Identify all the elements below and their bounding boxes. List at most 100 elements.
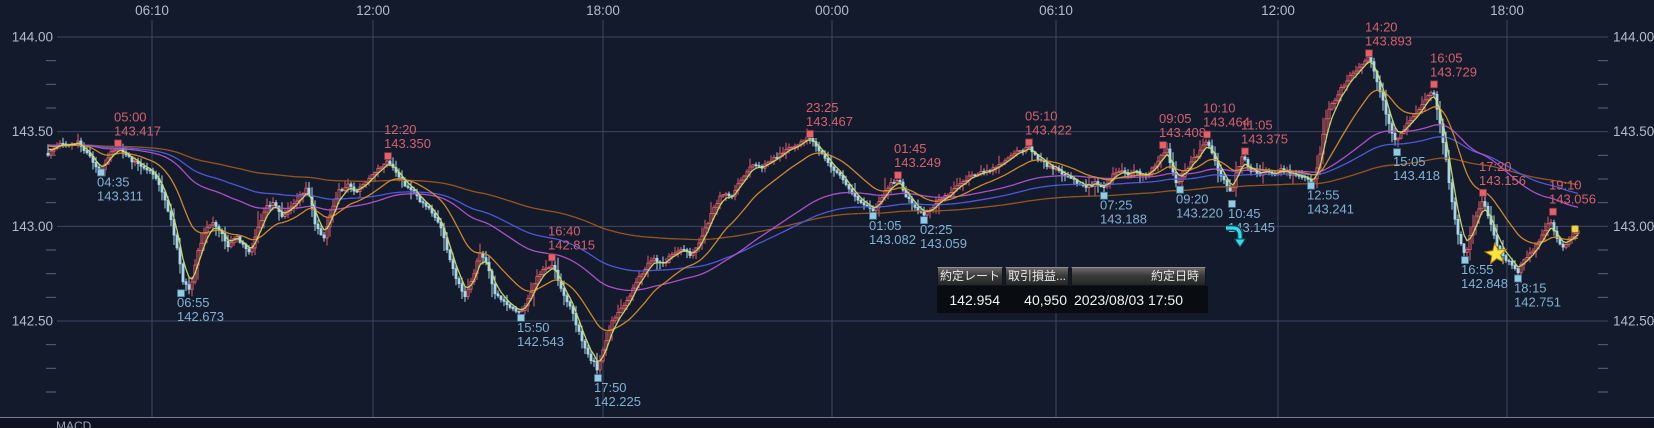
trade-time-label: 11:05 [1241,117,1273,132]
trade-price-label: 143.467 [806,114,853,129]
trade-time-label: 17:50 [594,380,627,395]
trade-price-label: 143.729 [1430,64,1477,79]
trade-price-label: 143.220 [1176,206,1223,221]
buy-trade-marker [517,313,525,322]
trade-price-label: 143.249 [894,155,941,170]
sell-trade-marker [1365,49,1373,58]
trade-time-label: 06:55 [177,295,210,310]
trade-time-label: 01:45 [894,141,927,156]
trade-time-label: 19:10 [1549,178,1582,193]
trade-time-label: 01:05 [869,218,902,233]
buy-trade-marker [1461,256,1469,265]
trade-time-label: 05:10 [1025,108,1058,123]
sell-trade-marker [1241,147,1249,156]
time-axis-label: 12:00 [1261,3,1295,18]
ema-4-line [47,61,1579,362]
sell-trade-marker [1479,188,1487,197]
trade-time-label: 12:20 [384,122,417,137]
trade-price-label: 142.543 [517,334,564,349]
trade-price-label: 143.418 [1393,168,1440,183]
time-axis-label: 12:00 [356,3,390,18]
trade-time-label: 07:25 [1100,198,1133,213]
time-axis-label: 18:00 [586,3,620,18]
star-alert-icon [1483,241,1508,265]
trade-time-label: 09:05 [1159,111,1192,126]
sell-trade-marker [1203,130,1211,139]
sell-trade-marker [806,130,814,138]
trade-time-label: 18:15 [1514,280,1547,295]
ema-20-line [47,89,1579,332]
trade-time-label: 16:40 [548,223,581,238]
sell-trade-marker [1025,138,1033,147]
price-axis-label-left: 143.50 [12,124,53,139]
execution-datetime-header: 約定日時 [1071,267,1206,286]
trade-price-label: 143.408 [1159,125,1206,140]
trade-price-label: 143.241 [1307,202,1354,217]
price-axis-label-right: 144.00 [1613,30,1654,45]
bearish-candle-bodies [46,56,1565,371]
ema-70-line [47,124,1579,292]
sell-trade-marker [1549,207,1557,216]
buy-trade-marker [1176,185,1184,194]
trade-price-label: 143.893 [1365,33,1412,48]
time-axis-label: 06:10 [135,3,169,18]
trade-price-label: 143.417 [114,123,161,138]
buy-trade-marker [1514,274,1522,283]
price-axis-label-left: 144.00 [12,30,53,45]
trade-price-label: 143.188 [1100,212,1147,227]
trade-time-label: 15:05 [1393,154,1426,169]
time-axis-label: 18:00 [1490,3,1524,18]
trade-time-label: 02:25 [920,222,953,237]
down-arrow-icon-head [1233,238,1247,248]
sell-trade-marker [384,152,392,160]
execution-table-header-row: 約定レート 取引損益... 約定日時 [937,267,1208,286]
sell-trade-marker [114,139,122,148]
trade-price-label: 142.848 [1461,276,1508,291]
execution-table-value-row: 142.954 40,950 2023/08/03 17:50 [937,286,1208,313]
trade-price-label: 143.311 [97,188,143,203]
price-axis-label-left: 142.50 [12,313,53,328]
trade-time-label: 15:50 [517,320,550,335]
trade-price-label: 142.751 [1514,294,1561,309]
trade-time-label: 10:10 [1203,100,1236,115]
execution-info-table[interactable]: 約定レート 取引損益... 約定日時 142.954 40,950 2023/0… [937,267,1208,313]
sell-trade-marker [894,171,902,180]
trade-price-label: 143.056 [1549,192,1596,207]
down-arrow-icon [1226,226,1242,240]
buy-trade-marker [869,211,877,220]
price-axis-label-right: 143.00 [1613,219,1654,234]
time-axis-label: 06:10 [1039,3,1073,18]
buy-trade-marker [920,216,928,225]
sell-trade-marker [548,253,556,262]
trade-price-label: 143.464 [1203,114,1250,129]
trade-price-label: 143.059 [920,236,967,251]
trade-pnl-header: 取引損益... [1005,267,1069,286]
buy-trade-marker [1393,148,1401,157]
macd-indicator-panel[interactable]: MACD [0,417,1654,428]
trade-time-label: 23:25 [806,100,839,115]
trade-price-label: 142.815 [548,237,595,252]
trade-time-label: 16:55 [1461,262,1494,277]
trade-price-label: 143.156 [1479,173,1526,188]
price-axis-label-left: 143.00 [12,219,53,234]
trade-price-label: 143.422 [1025,122,1072,137]
trade-pnl-value: 40,950 [1024,291,1067,308]
price-axis-label-right: 143.50 [1613,124,1654,139]
ema-220-line [47,144,1579,241]
buy-trade-marker [97,168,105,177]
trade-price-label: 143.375 [1241,131,1288,146]
trade-price-label: 142.225 [594,394,641,409]
time-axis-label: 00:00 [815,3,849,18]
buy-trade-marker [1307,181,1315,190]
trade-time-label: 10:45 [1228,206,1261,221]
trade-time-label: 04:35 [97,174,130,189]
trade-time-label: 14:20 [1365,19,1398,34]
trade-time-label: 12:55 [1307,188,1340,203]
sell-trade-marker [1159,141,1167,149]
buy-trade-marker [594,374,602,382]
price-axis-label-right: 142.50 [1613,313,1654,328]
trade-time-label: 05:00 [114,109,147,124]
trade-price-label: 143.082 [869,232,916,247]
